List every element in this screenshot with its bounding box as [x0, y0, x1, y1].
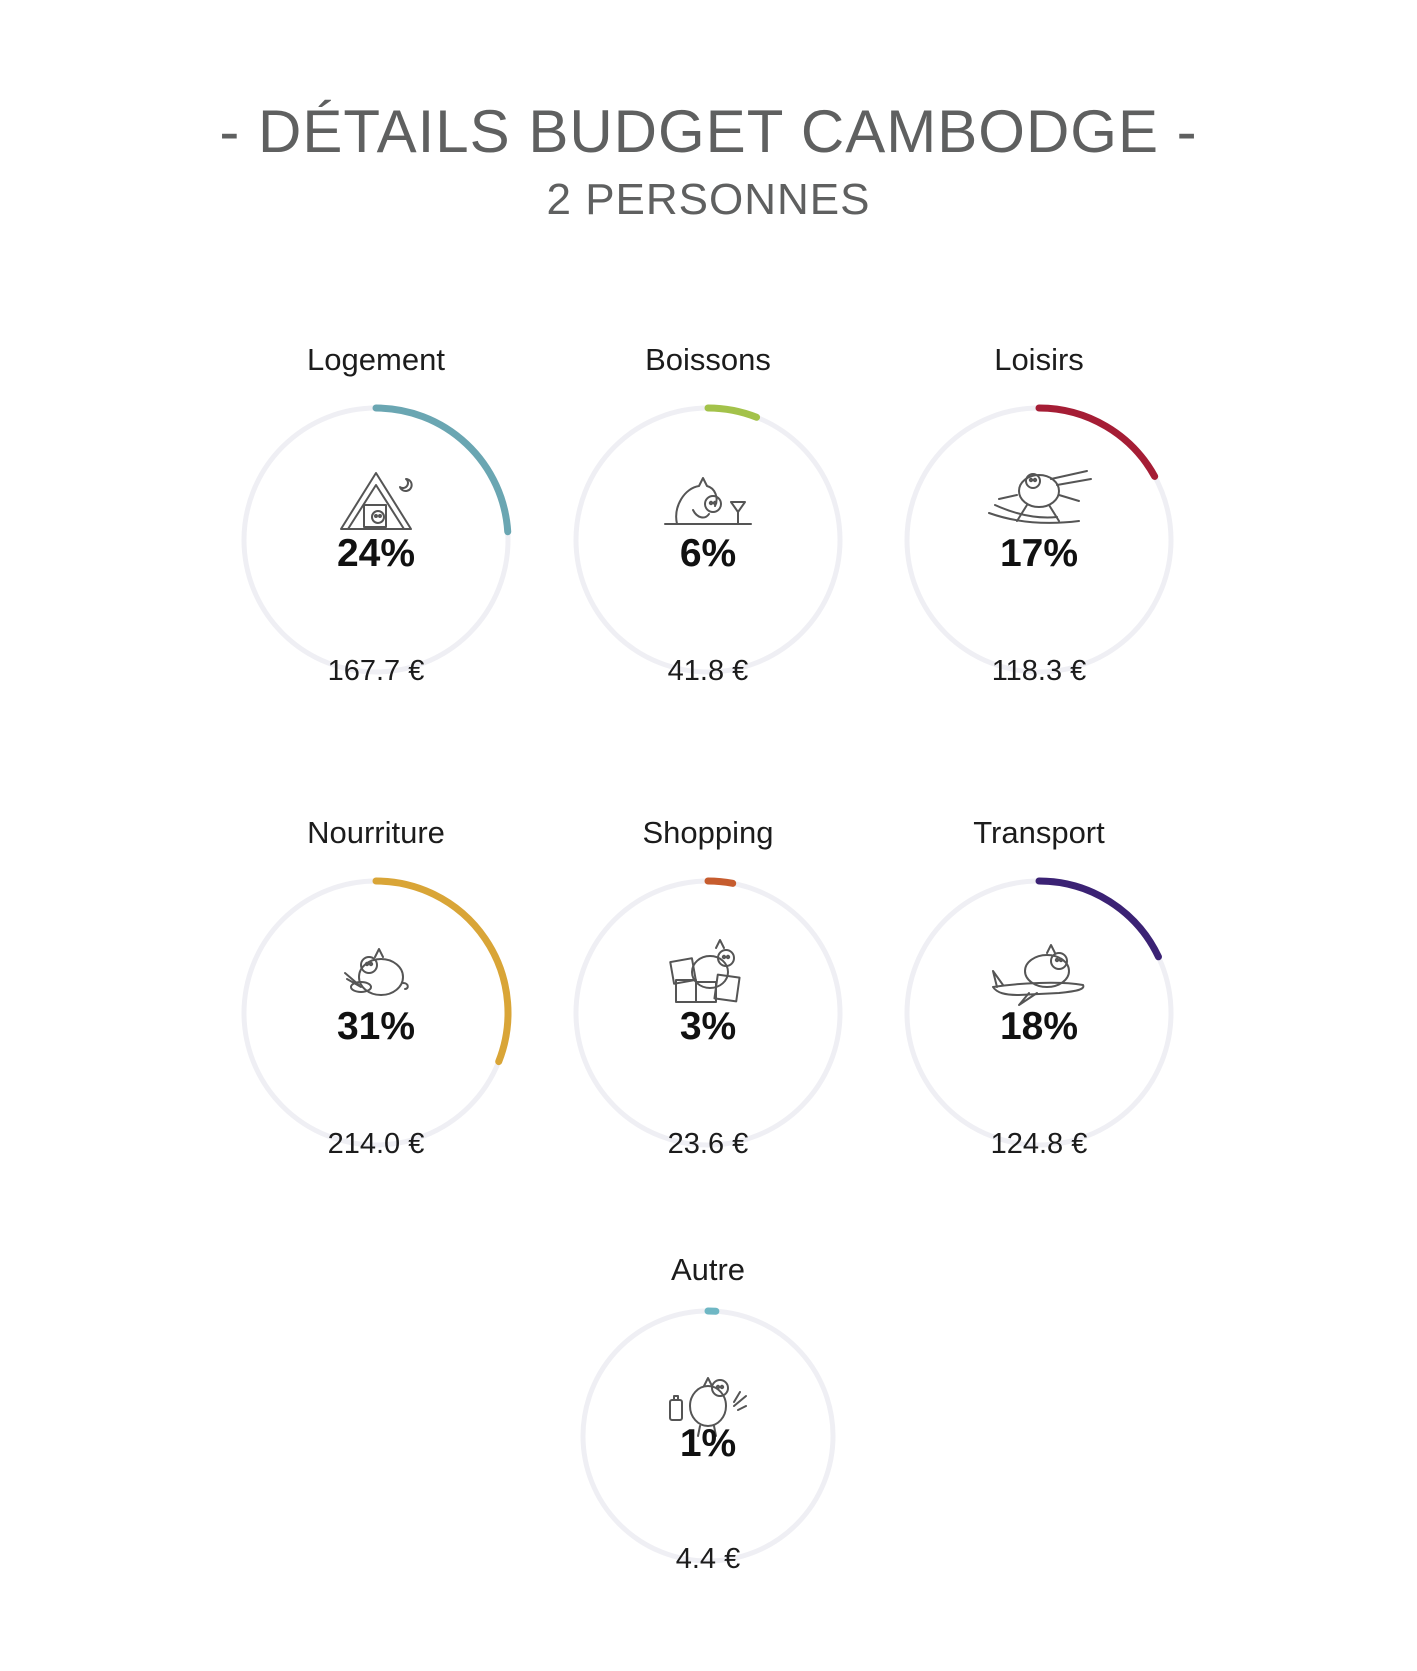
category-percent: 24%: [336, 532, 416, 575]
category-amount: 124.8 €: [990, 1128, 1088, 1160]
budget-card-boissons: Boissons 6% 41.8 €: [558, 340, 858, 740]
category-amount: 4.4 €: [675, 1543, 741, 1575]
progress-ring: [241, 404, 512, 675]
budget-card-shopping: Shopping 3% 23.6 €: [558, 813, 858, 1213]
category-label: Boissons: [645, 342, 771, 377]
progress-ring: [904, 404, 1174, 675]
category-amount: 167.7 €: [327, 655, 425, 687]
category-percent: 6%: [679, 532, 737, 575]
progress-arc: [704, 877, 737, 887]
category-label: Loisirs: [994, 342, 1084, 377]
ski-pig-icon: [987, 465, 1095, 530]
budget-card-logement: Logement 24% 167.7 €: [226, 340, 526, 740]
category-percent: 31%: [336, 1005, 416, 1048]
progress-arc: [1035, 404, 1159, 480]
budget-card-autre: Autre 1% 4.4 €: [558, 1250, 858, 1650]
category-label: Logement: [307, 342, 445, 377]
progress-ring: [904, 877, 1174, 1148]
progress-arc: [704, 404, 761, 421]
shopping-pig-icon: [668, 938, 748, 1008]
progress-ring: [573, 404, 843, 675]
tent-pig-icon: [336, 465, 416, 535]
category-label: Transport: [973, 815, 1105, 850]
progress-ring: [580, 1307, 836, 1564]
progress-ring: [573, 877, 843, 1148]
category-label: Nourriture: [307, 815, 445, 850]
travel-pig-icon: [668, 1372, 748, 1438]
category-amount: 23.6 €: [667, 1128, 749, 1160]
budget-card-nourriture: Nourriture 31% 214.0 €: [226, 813, 526, 1213]
category-label: Shopping: [642, 815, 774, 850]
progress-arc: [372, 877, 512, 1066]
category-label: Autre: [670, 1252, 746, 1287]
category-percent: 17%: [999, 532, 1079, 575]
budget-card-loisirs: Loisirs 17% 118.3 €: [889, 340, 1189, 740]
progress-arc: [372, 404, 512, 536]
category-percent: 1%: [679, 1422, 737, 1465]
page-subtitle: 2 PERSONNES: [546, 175, 871, 224]
category-amount: 41.8 €: [667, 655, 749, 687]
page-title: - DÉTAILS BUDGET CAMBODGE -: [219, 98, 1198, 165]
progress-arc: [1035, 877, 1162, 961]
category-percent: 18%: [999, 1005, 1079, 1048]
plane-pig-icon: [989, 941, 1089, 1007]
drink-pig-icon: [663, 470, 753, 530]
progress-ring: [241, 877, 512, 1148]
budget-card-transport: Transport 18% 124.8 €: [889, 813, 1189, 1213]
category-amount: 214.0 €: [327, 1128, 425, 1160]
category-amount: 118.3 €: [991, 655, 1087, 687]
category-percent: 3%: [679, 1005, 737, 1048]
eating-pig-icon: [341, 943, 411, 1005]
